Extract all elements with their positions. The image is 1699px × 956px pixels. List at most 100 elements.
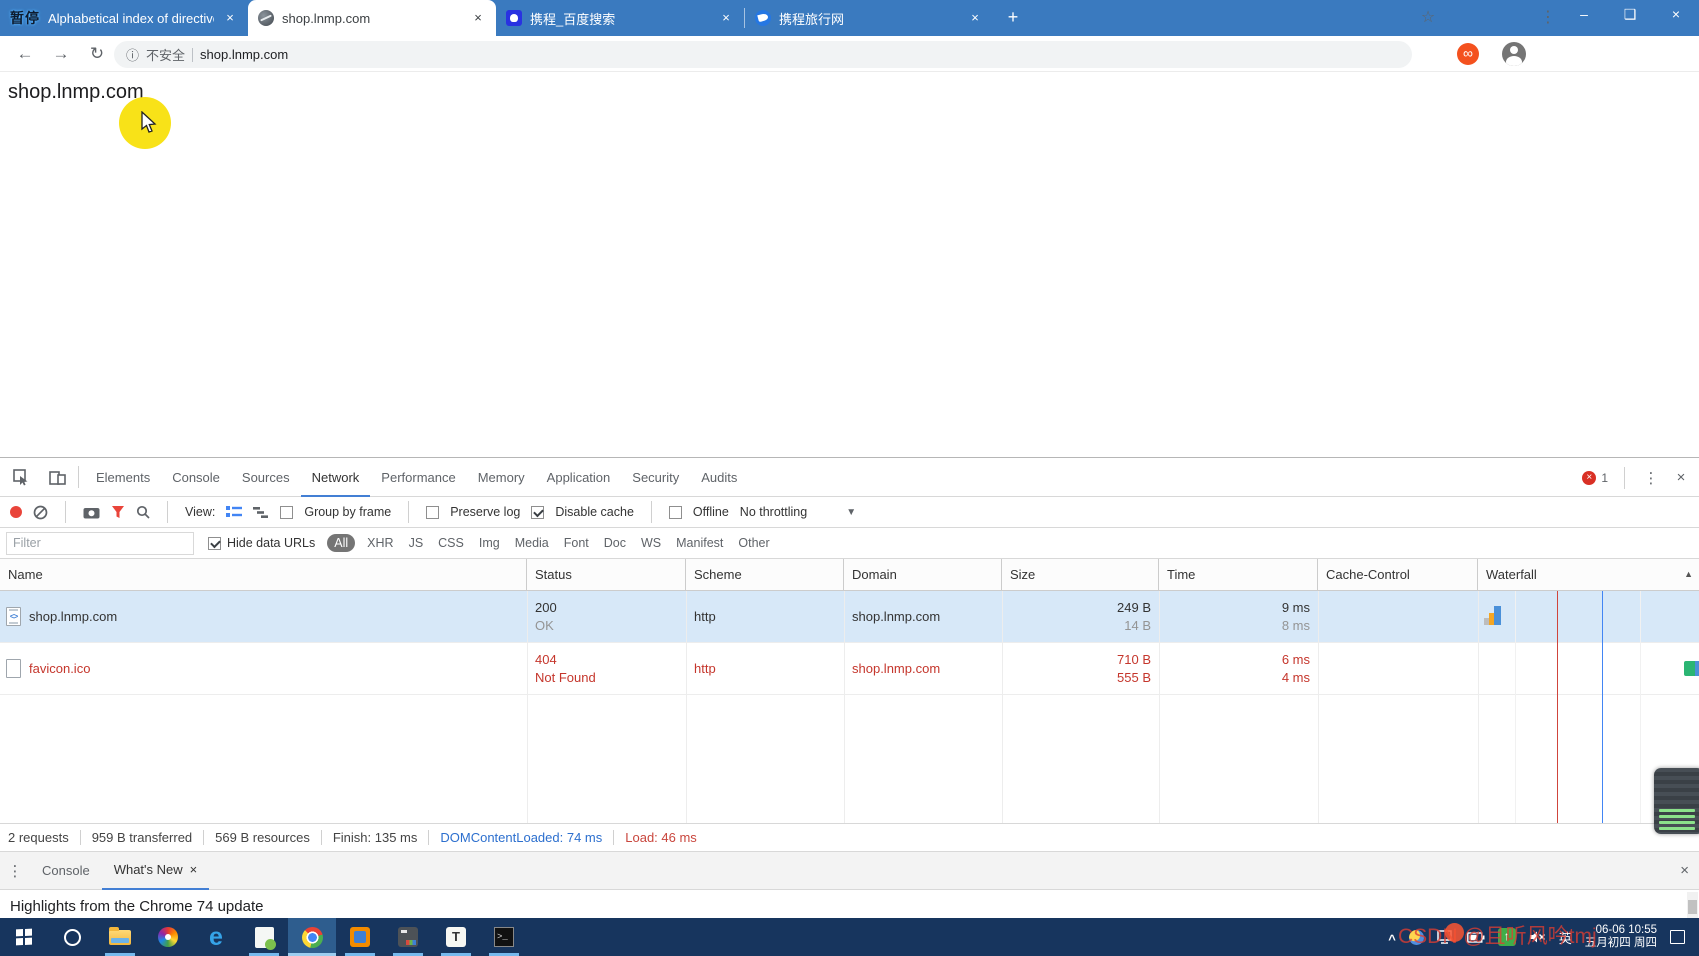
inspect-element-icon[interactable] xyxy=(6,464,36,490)
throttling-select[interactable]: No throttling xyxy=(739,505,808,519)
type-filter-media[interactable]: Media xyxy=(514,536,549,550)
preserve-log-checkbox[interactable] xyxy=(426,505,440,519)
terminal-app-button[interactable] xyxy=(384,918,432,956)
profile-avatar[interactable] xyxy=(1502,42,1526,66)
capture-screenshots-icon[interactable] xyxy=(83,506,100,519)
offline-checkbox[interactable] xyxy=(668,505,682,519)
column-header-status[interactable]: Status xyxy=(527,559,686,590)
devtools-menu-icon[interactable]: ⋮ xyxy=(1643,469,1659,487)
table-row[interactable]: favicon.ico 404 Not Found http shop.lnmp… xyxy=(0,643,1699,695)
tab-close-icon[interactable]: × xyxy=(971,10,979,25)
tray-app-icon[interactable] xyxy=(1408,929,1424,945)
type-filter-ws[interactable]: WS xyxy=(641,536,662,550)
cmd-button[interactable]: >_ xyxy=(480,918,528,956)
address-bar[interactable]: ⓘ 不安全 shop.lnmp.com xyxy=(114,41,1412,68)
hide-data-urls-checkbox[interactable] xyxy=(208,536,221,550)
tab-alphabetical-index[interactable]: 暂停 Alphabetical index of directive × xyxy=(0,0,248,36)
filter-icon[interactable] xyxy=(111,505,125,519)
column-header-cache-control[interactable]: Cache-Control xyxy=(1318,559,1478,590)
chrome-button[interactable] xyxy=(288,918,336,956)
column-header-domain[interactable]: Domain xyxy=(844,559,1002,590)
minimize-button[interactable]: – xyxy=(1580,6,1588,22)
type-filter-doc[interactable]: Doc xyxy=(603,536,626,550)
edge-button[interactable]: e xyxy=(192,918,240,956)
table-row[interactable]: shop.lnmp.com 200 OK http shop.lnmp.com … xyxy=(0,591,1699,643)
tab-console[interactable]: Console xyxy=(172,469,220,485)
drawer-tab-whats-new[interactable]: What's New × xyxy=(101,852,210,890)
tab-sources[interactable]: Sources xyxy=(241,469,290,485)
tab-close-icon[interactable]: × xyxy=(226,10,234,25)
network-icon[interactable] xyxy=(1437,930,1454,944)
tab-network[interactable]: Network xyxy=(300,458,371,497)
file-explorer-button[interactable] xyxy=(96,918,144,956)
browser-menu-icon[interactable]: ⋮ xyxy=(1540,9,1556,26)
info-icon[interactable]: ⓘ xyxy=(126,48,140,63)
bookmark-star-icon[interactable]: ☆ xyxy=(1420,9,1436,26)
notepad-app-button[interactable] xyxy=(240,918,288,956)
column-header-name[interactable]: Name xyxy=(0,559,527,590)
tab-elements[interactable]: Elements xyxy=(96,469,151,485)
scrollbar[interactable] xyxy=(1687,892,1698,918)
column-header-scheme[interactable]: Scheme xyxy=(686,559,844,590)
battery-icon[interactable] xyxy=(1466,931,1485,943)
tab-close-icon[interactable]: × xyxy=(474,10,482,25)
start-button[interactable] xyxy=(0,918,48,956)
dropdown-caret-icon[interactable]: ▼ xyxy=(846,506,857,518)
update-tray-icon[interactable]: ↑ xyxy=(1497,928,1516,946)
devtools-close-icon[interactable]: × xyxy=(1676,469,1686,486)
clear-icon[interactable] xyxy=(33,505,48,520)
type-filter-manifest[interactable]: Manifest xyxy=(676,536,724,550)
column-header-time[interactable]: Time xyxy=(1159,559,1318,590)
drawer-close-icon[interactable]: × xyxy=(1680,862,1689,879)
drawer-tab-console[interactable]: Console xyxy=(42,862,90,878)
waterfall-bar[interactable] xyxy=(1684,661,1699,676)
overview-view-icon[interactable] xyxy=(253,506,269,519)
type-filter-font[interactable]: Font xyxy=(563,536,589,550)
tab-audits[interactable]: Audits xyxy=(701,469,738,485)
forward-button[interactable]: → xyxy=(52,44,70,63)
action-center-icon[interactable] xyxy=(1670,930,1685,944)
waterfall-bar[interactable] xyxy=(1484,606,1501,625)
new-tab-button[interactable]: + xyxy=(1007,7,1019,27)
tab-application[interactable]: Application xyxy=(546,469,611,485)
volume-muted-icon[interactable] xyxy=(1529,930,1546,944)
type-filter-all[interactable]: All xyxy=(327,534,356,552)
device-toolbar-icon[interactable] xyxy=(42,464,72,490)
tab-security[interactable]: Security xyxy=(632,469,680,485)
drawer-menu-icon[interactable]: ⋮ xyxy=(7,862,23,880)
tab-shop-lnmp[interactable]: shop.lnmp.com × xyxy=(248,0,496,36)
maximize-button[interactable]: ❑ xyxy=(1623,6,1637,22)
taskbar-clock[interactable]: 06-06 10:55 五月初四 周四 xyxy=(1585,924,1657,950)
scrollbar-thumb[interactable] xyxy=(1688,900,1697,914)
vmware-button[interactable] xyxy=(336,918,384,956)
media-app-button[interactable] xyxy=(144,918,192,956)
type-filter-js[interactable]: JS xyxy=(408,536,424,550)
reload-button[interactable]: ↻ xyxy=(89,44,105,63)
error-badge[interactable]: × 1 xyxy=(1582,470,1608,485)
language-indicator[interactable]: 英 xyxy=(1558,930,1572,946)
type-filter-xhr[interactable]: XHR xyxy=(367,536,394,550)
extension-icon[interactable]: ∞ xyxy=(1457,43,1479,65)
column-header-waterfall[interactable]: Waterfall ▲ xyxy=(1478,559,1699,590)
search-icon[interactable] xyxy=(136,505,150,519)
type-filter-css[interactable]: CSS xyxy=(438,536,464,550)
column-header-size[interactable]: Size xyxy=(1002,559,1159,590)
large-rows-view-icon[interactable] xyxy=(226,505,243,519)
record-button[interactable] xyxy=(10,506,22,518)
back-button[interactable]: ← xyxy=(16,44,34,63)
close-window-button[interactable]: × xyxy=(1671,6,1681,22)
drawer-tab-close-icon[interactable]: × xyxy=(189,861,198,877)
tab-baidu-search[interactable]: 携程_百度搜索 × xyxy=(496,0,744,36)
tab-close-icon[interactable]: × xyxy=(722,10,730,25)
typora-button[interactable]: T xyxy=(432,918,480,956)
disable-cache-checkbox[interactable] xyxy=(531,505,545,519)
cortana-search-button[interactable] xyxy=(48,918,96,956)
tab-memory[interactable]: Memory xyxy=(477,469,525,485)
tab-performance[interactable]: Performance xyxy=(381,469,456,485)
type-filter-other[interactable]: Other xyxy=(738,536,770,550)
tab-ctrip[interactable]: 携程旅行网 × xyxy=(745,0,993,36)
filter-input[interactable] xyxy=(6,531,194,555)
tray-expand-icon[interactable]: ^ xyxy=(1388,931,1396,947)
group-by-frame-checkbox[interactable] xyxy=(280,505,294,519)
type-filter-img[interactable]: Img xyxy=(478,536,500,550)
